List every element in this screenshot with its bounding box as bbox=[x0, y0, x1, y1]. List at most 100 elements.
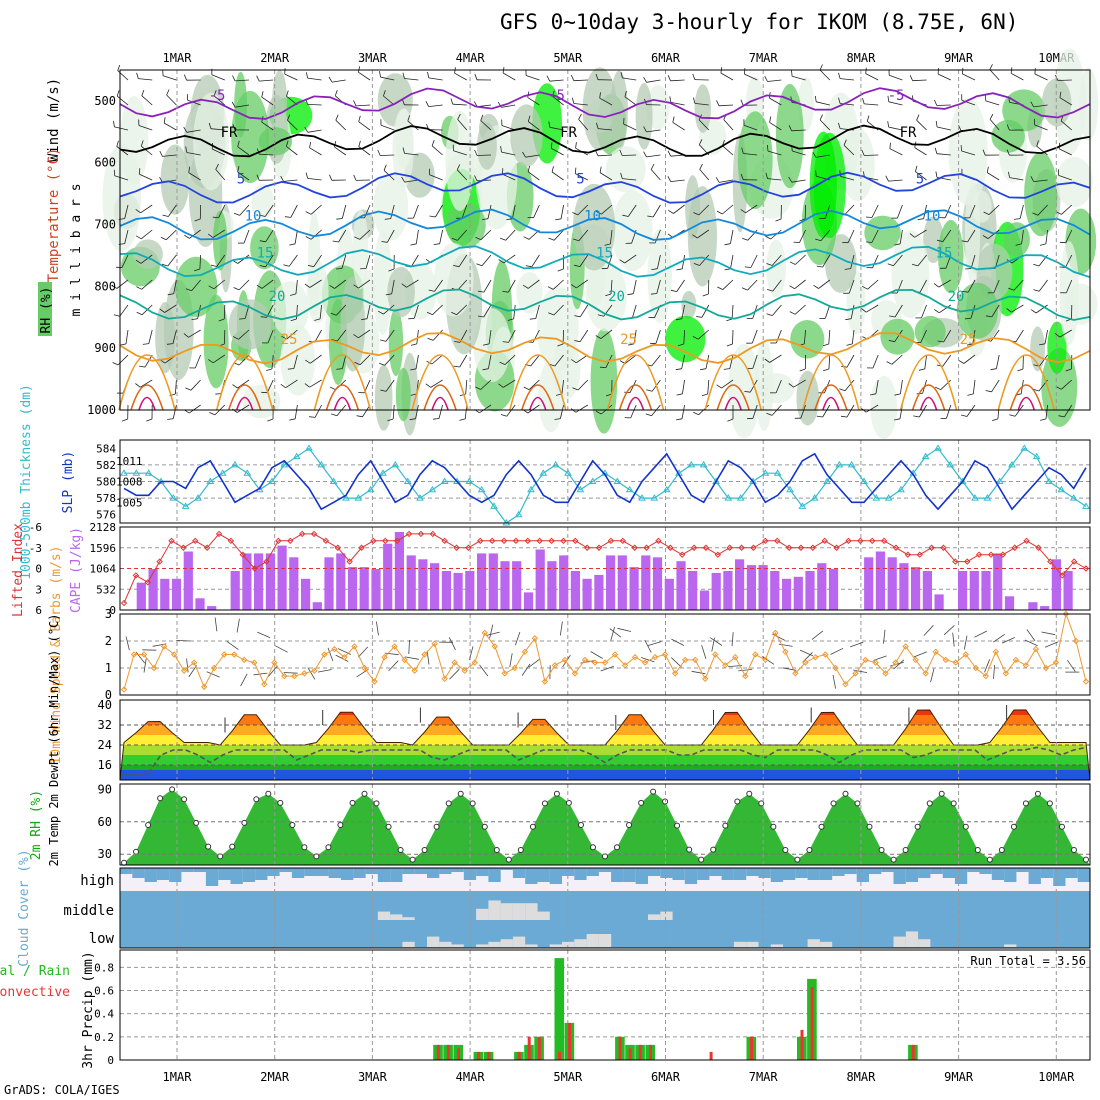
wind-barb bbox=[406, 279, 419, 288]
wind-barb bbox=[631, 304, 637, 319]
thickness-point bbox=[342, 494, 350, 501]
wind-barb-flag bbox=[185, 146, 188, 153]
cloud-high-bar bbox=[991, 868, 1005, 880]
wind-speed-line bbox=[123, 612, 1087, 690]
wind-barb bbox=[1061, 204, 1073, 215]
wind-barb-flag bbox=[840, 415, 848, 418]
cloud-low-bar bbox=[439, 941, 452, 947]
wind-barb bbox=[961, 99, 976, 106]
wind-barb-flag bbox=[966, 343, 973, 346]
wind-barb-flag bbox=[286, 90, 289, 97]
wind-barb bbox=[141, 229, 153, 240]
wind-barb-flag bbox=[595, 211, 602, 215]
lifted-index-point bbox=[916, 551, 923, 558]
wind-barb bbox=[148, 329, 153, 344]
rh-2m-point bbox=[337, 822, 344, 828]
wind-barb bbox=[822, 254, 831, 268]
wind-barb bbox=[138, 125, 153, 131]
isotherm-label: 15 bbox=[596, 246, 613, 262]
lifted-tick-label: -6 bbox=[29, 521, 42, 534]
wind-barb-flag bbox=[167, 293, 174, 296]
wind-barb bbox=[1021, 229, 1024, 244]
wind-barb bbox=[963, 354, 976, 364]
thickness-point bbox=[527, 485, 535, 493]
surface-wind-barb bbox=[647, 641, 662, 646]
wind-barb bbox=[624, 354, 637, 364]
thickness-point bbox=[625, 485, 634, 493]
cape-bar bbox=[559, 555, 569, 610]
wind-speed-point bbox=[411, 667, 418, 674]
wind-speed-point bbox=[1052, 659, 1060, 666]
wind-barb-flag bbox=[716, 210, 723, 215]
wind-barb-flag bbox=[726, 343, 733, 347]
wind-barb-flag bbox=[474, 149, 478, 156]
surface-wind-barb bbox=[125, 636, 130, 651]
thickness-point bbox=[761, 469, 770, 476]
wind-barb-flag bbox=[935, 120, 938, 128]
wind-barb bbox=[213, 95, 226, 106]
wind-barb bbox=[937, 73, 951, 81]
wind-barb bbox=[769, 97, 782, 106]
wind-barb bbox=[822, 404, 831, 418]
surface-wind-barb bbox=[176, 640, 191, 642]
cape-bar bbox=[254, 553, 264, 610]
wind-barb bbox=[501, 104, 516, 108]
lifted-index-point bbox=[774, 537, 781, 545]
thickness-tick-label: 582 bbox=[96, 459, 116, 472]
precip-run-total: Run Total = 3.56 bbox=[970, 954, 1086, 968]
cape-frame bbox=[119, 526, 1091, 611]
wind-barb-flag bbox=[361, 318, 368, 321]
isotherm-label: 25 bbox=[620, 332, 637, 348]
wind-barb bbox=[791, 129, 806, 132]
wind-speed-point bbox=[762, 656, 769, 664]
surface-wind-barb bbox=[640, 657, 655, 663]
wind-barb-flag bbox=[1006, 149, 1010, 156]
rh-shade bbox=[388, 308, 404, 377]
wind-barb-flag bbox=[869, 393, 876, 396]
wind-barb-flag bbox=[572, 387, 579, 391]
cloud-high-bar bbox=[770, 868, 784, 882]
wind-barb bbox=[114, 175, 129, 181]
thickness-tick-label: 584 bbox=[96, 442, 116, 455]
wind-barb bbox=[172, 329, 177, 344]
wind-barb-flag bbox=[358, 66, 361, 73]
wind-barb bbox=[319, 304, 322, 319]
cape-tick-label: 0 bbox=[109, 604, 116, 617]
rh-2m-point bbox=[529, 823, 536, 830]
wind-barb bbox=[633, 329, 637, 344]
wind-speed-point bbox=[982, 672, 989, 680]
cape-bar bbox=[864, 557, 874, 610]
lifted-index-point bbox=[964, 558, 971, 565]
thickness-point bbox=[588, 477, 597, 484]
wind-barb bbox=[525, 75, 540, 81]
rh-2m-point bbox=[962, 823, 969, 830]
wind-barb-flag bbox=[305, 172, 309, 179]
wind-barb bbox=[682, 379, 685, 394]
wind-barb-flag bbox=[261, 91, 264, 98]
lifted-index-point bbox=[845, 537, 852, 545]
cloud-mid-bar bbox=[525, 903, 538, 920]
wind-axis-label: Wind (m/s) bbox=[46, 78, 62, 162]
wind-barb bbox=[362, 404, 371, 418]
lifted-index-point bbox=[797, 544, 805, 551]
precip-convective-bar bbox=[436, 1044, 440, 1060]
wind-barb-flag bbox=[799, 218, 806, 222]
wind-barb-flag bbox=[427, 71, 430, 78]
thickness-point bbox=[1008, 460, 1016, 468]
wind-barb bbox=[846, 354, 855, 368]
rh-2m-point bbox=[457, 790, 464, 797]
wind-barb bbox=[551, 171, 564, 181]
wind-barb bbox=[607, 254, 613, 269]
wind-barb-flag bbox=[482, 368, 489, 371]
rh-2m-axis-label: 2m RH (%) bbox=[29, 790, 44, 860]
temperature-tick-label: 16 bbox=[98, 758, 112, 772]
wind-barb bbox=[261, 96, 274, 106]
wind-barb-flag bbox=[1006, 124, 1010, 131]
surface-wind-barb bbox=[609, 628, 622, 638]
wind-barb bbox=[775, 329, 782, 344]
wind-barb bbox=[1064, 404, 1073, 418]
wind-barb-flag bbox=[287, 114, 291, 121]
wind-barb-flag bbox=[620, 172, 623, 179]
cape-bar bbox=[207, 606, 217, 610]
isotherm-label: 25 bbox=[281, 332, 298, 348]
